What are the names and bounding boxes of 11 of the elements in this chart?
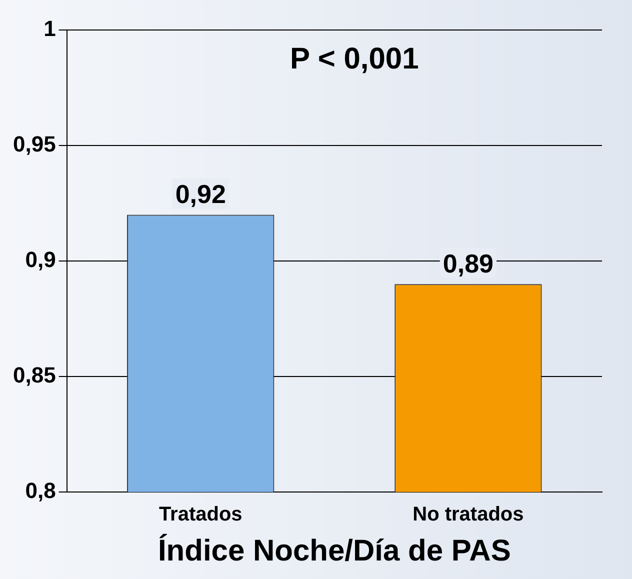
y-tick-label: 0,8 [25, 478, 56, 504]
x-tick-label: Tratados [158, 504, 242, 526]
annotation: P < 0,001 [290, 42, 419, 76]
y-tick-label: 1 [44, 16, 56, 42]
y-tick-label: 0,85 [12, 362, 56, 388]
data-label: 0,89 [442, 248, 494, 278]
x-axis-title: Índice Noche/Día de PAS [158, 533, 511, 568]
y-tick-label: 0,95 [12, 132, 56, 157]
data-label: 0,92 [175, 178, 226, 209]
y-tick-label: 0,9 [25, 247, 56, 272]
x-tick-label: No tratados [412, 504, 524, 526]
